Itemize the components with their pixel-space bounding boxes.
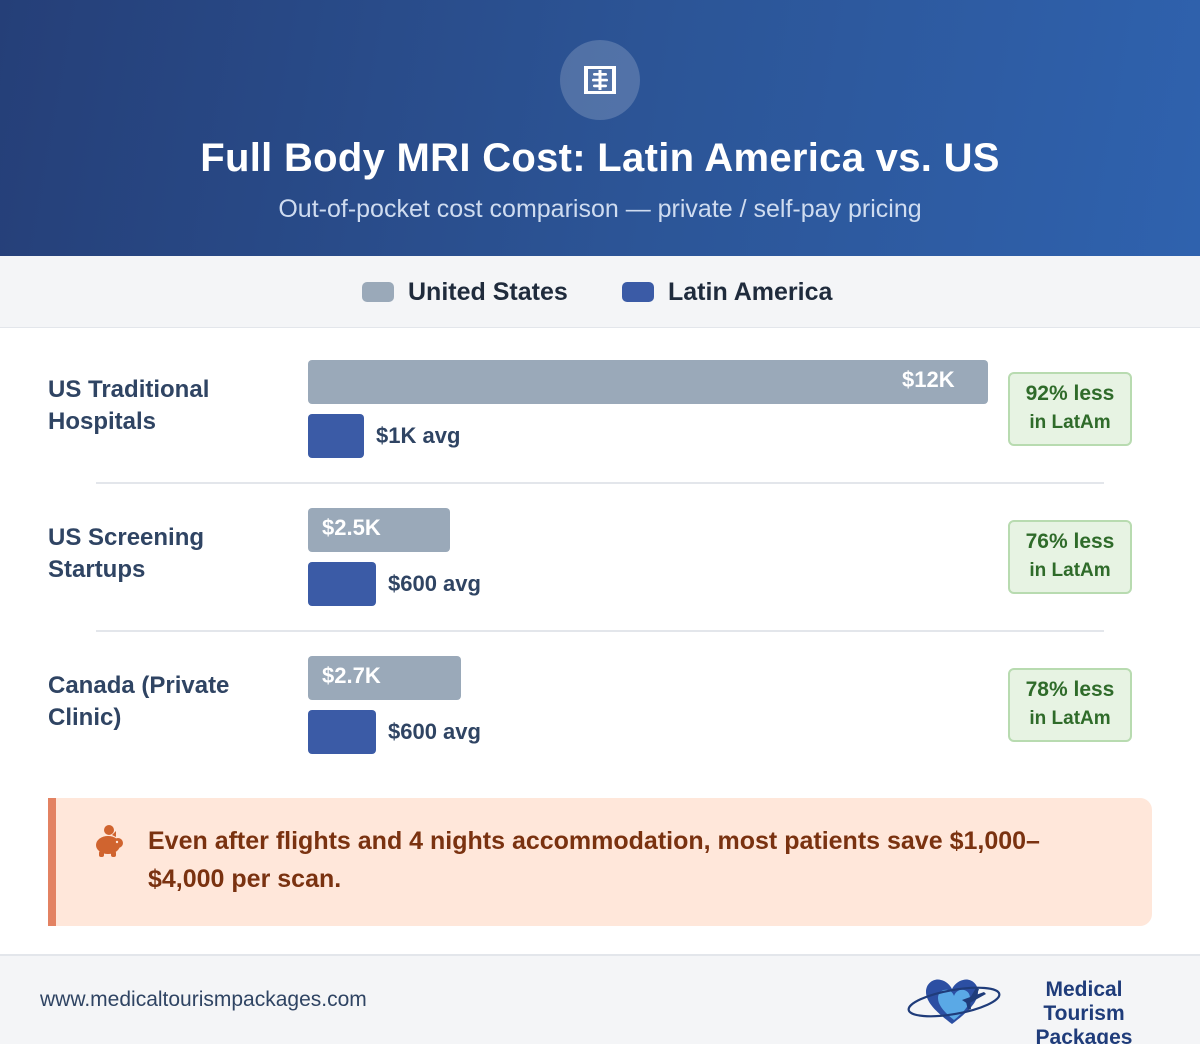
category-label: Canada (Private Clinic) [48,672,230,731]
brand-logo-line2: Packages [1035,1026,1133,1044]
legend-swatch-us [362,282,394,302]
bar-us-value-label: $12K [902,367,955,392]
savings-note: Even after flights and 4 nights accommod… [48,798,1152,926]
savings-badge-suffix: in LatAm [1029,708,1111,729]
row-divider [96,482,1104,484]
category-label: US Screening Startups [48,524,205,583]
legend-label-us: United States [408,277,568,306]
bar-us [308,656,461,700]
bar-latam [308,414,364,458]
bar-latam-value-label: $600 avg [388,719,481,744]
footer-url[interactable]: www.medicaltourismpackages.com [40,988,367,1011]
savings-note-text: Even after flights and 4 nights accommod… [148,827,1040,893]
legend-swatch-latam [622,282,654,302]
xray-film-icon [560,40,640,120]
piggy-bank-icon [92,824,126,863]
savings-badge-suffix: in LatAm [1029,412,1111,433]
bar-us-value-label: $2.7K [322,663,381,688]
legend-label-latam: Latin America [668,277,833,306]
header-banner: Full Body MRI Cost: Latin America vs. US… [0,0,1200,256]
footer: www.medicaltourismpackages.com Medical T… [0,954,1200,1044]
legend-item-us: United States [362,256,568,328]
bar-us-value-label: $2.5K [322,515,381,540]
bar-latam [308,710,376,754]
chart-legend: United States Latin America [0,256,1200,328]
savings-badge: 78% less in LatAm [1008,668,1132,742]
legend-item-latam: Latin America [622,256,832,328]
page-subtitle: Out-of-pocket cost comparison — private … [278,195,922,223]
brand-logo-text: Medical Tourism Packages [1006,978,1162,1044]
savings-badge-percent: 76% less [1025,530,1115,553]
savings-badge: 92% less in LatAm [1008,372,1132,446]
savings-badge: 76% less in LatAm [1008,520,1132,594]
page-title: Full Body MRI Cost: Latin America vs. US [200,136,1000,180]
savings-badge-percent: 78% less [1025,678,1115,701]
category-label: US Traditional Hospitals [48,376,210,435]
bar-latam-value-label: $1K avg [376,423,461,448]
savings-badge-percent: 92% less [1025,382,1115,405]
bar-us [308,508,450,552]
bar-latam [308,562,376,606]
brand-logo: Medical Tourism Packages [906,974,1166,1044]
savings-badge-suffix: in LatAm [1029,560,1111,581]
bar-latam-value-label: $600 avg [388,571,481,596]
bar-us [308,360,988,404]
row-divider [96,630,1104,632]
brand-logo-line1: Medical Tourism [1043,978,1125,1025]
